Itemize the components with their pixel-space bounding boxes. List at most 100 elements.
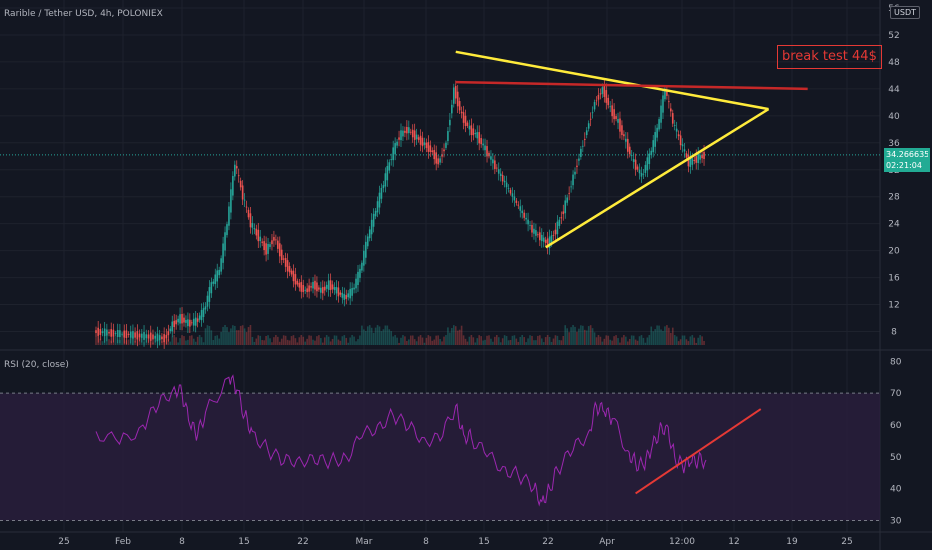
candle-body bbox=[578, 158, 580, 161]
candle-body bbox=[165, 334, 168, 339]
volume-bar bbox=[634, 339, 637, 345]
volume-bar bbox=[615, 335, 617, 345]
candle-body bbox=[525, 217, 527, 220]
candle-body bbox=[97, 327, 99, 336]
volume-bar bbox=[382, 329, 385, 345]
volume-bar bbox=[259, 335, 262, 345]
volume-bar bbox=[337, 339, 340, 345]
candle-body bbox=[548, 236, 551, 248]
volume-bar bbox=[177, 342, 179, 345]
volume-bar bbox=[183, 336, 185, 345]
volume-bar bbox=[451, 328, 453, 345]
volume-bar bbox=[253, 341, 256, 345]
volume-bar bbox=[578, 328, 580, 345]
volume-bar bbox=[427, 335, 430, 345]
volume-bar bbox=[216, 335, 219, 345]
volume-bar bbox=[312, 339, 314, 345]
candle-body bbox=[318, 287, 320, 290]
candle-body bbox=[396, 141, 398, 146]
volume-bar bbox=[286, 339, 289, 345]
rsi-axis-tick: 80 bbox=[890, 357, 902, 367]
volume-bar bbox=[521, 335, 524, 345]
candle-body bbox=[433, 150, 436, 160]
candle-body bbox=[494, 160, 496, 169]
volume-bar bbox=[687, 341, 690, 345]
volume-bar bbox=[165, 335, 168, 345]
volume-bar bbox=[129, 335, 132, 345]
volume-bar bbox=[372, 332, 375, 345]
volume-bar bbox=[605, 335, 608, 345]
candle-body bbox=[185, 319, 187, 323]
volume-bar bbox=[171, 336, 174, 345]
candle-body bbox=[239, 180, 242, 188]
volume-bar bbox=[443, 336, 445, 345]
volume-bar bbox=[365, 330, 367, 345]
volume-bar bbox=[386, 325, 389, 345]
candle-body bbox=[359, 268, 361, 278]
volume-bar bbox=[415, 341, 418, 345]
volume-bar bbox=[95, 336, 97, 345]
candle-body bbox=[228, 206, 230, 226]
volume-bar bbox=[617, 338, 619, 345]
volume-bar bbox=[191, 335, 193, 345]
volume-bar bbox=[658, 325, 660, 345]
candle-body bbox=[554, 229, 557, 235]
volume-bar bbox=[327, 336, 330, 345]
volume-bar bbox=[154, 336, 157, 345]
candle-body bbox=[218, 269, 220, 276]
volume-bar bbox=[476, 338, 479, 345]
candle-body bbox=[136, 331, 139, 340]
candle-body bbox=[363, 250, 365, 266]
volume-bar bbox=[531, 335, 533, 345]
candle-body bbox=[392, 147, 394, 161]
price-axis-tick: 44 bbox=[888, 85, 900, 95]
volume-bar bbox=[97, 335, 99, 345]
volume-bar bbox=[437, 335, 439, 345]
candle-body bbox=[497, 169, 500, 174]
volume-bar bbox=[132, 335, 134, 345]
volume-bar bbox=[587, 326, 590, 345]
volume-bar bbox=[654, 329, 656, 345]
volume-bar bbox=[198, 335, 201, 345]
candle-body bbox=[355, 278, 357, 289]
volume-bar bbox=[576, 331, 578, 345]
candle-body bbox=[654, 132, 656, 147]
volume-bar bbox=[439, 338, 441, 345]
candle-body bbox=[257, 229, 260, 242]
volume-bar bbox=[433, 339, 436, 345]
candle-body bbox=[621, 125, 623, 136]
candle-body bbox=[339, 292, 342, 295]
candle-body bbox=[269, 244, 271, 247]
candle-body bbox=[116, 330, 119, 337]
candle-body bbox=[204, 306, 207, 310]
currency-unit-button[interactable]: USDT bbox=[890, 6, 920, 19]
candle-body bbox=[550, 235, 553, 243]
candle-body bbox=[216, 270, 219, 282]
volume-bar bbox=[345, 337, 348, 345]
volume-bar bbox=[515, 338, 518, 345]
volume-bar bbox=[368, 325, 371, 345]
candle-body bbox=[259, 236, 262, 242]
volume-bar bbox=[589, 325, 592, 345]
candle-body bbox=[304, 289, 306, 291]
volume-bar bbox=[523, 337, 525, 345]
volume-bar bbox=[496, 335, 498, 345]
annotation-break-test[interactable]: break test 44$ bbox=[777, 45, 882, 69]
volume-bar bbox=[116, 339, 119, 345]
volume-bar bbox=[341, 336, 344, 345]
candle-body bbox=[458, 101, 461, 111]
volume-bar bbox=[574, 326, 576, 345]
candle-body bbox=[439, 158, 441, 163]
volume-bar bbox=[525, 342, 527, 345]
volume-bar bbox=[394, 335, 396, 345]
volume-bar bbox=[292, 335, 295, 345]
volume-bar bbox=[404, 336, 406, 345]
volume-bar bbox=[452, 325, 455, 345]
candle-body bbox=[192, 318, 195, 326]
candle-body bbox=[314, 280, 316, 290]
volume-bar bbox=[562, 335, 565, 345]
candle-body bbox=[660, 105, 662, 123]
volume-bar bbox=[267, 335, 269, 345]
volume-bar bbox=[247, 327, 250, 345]
